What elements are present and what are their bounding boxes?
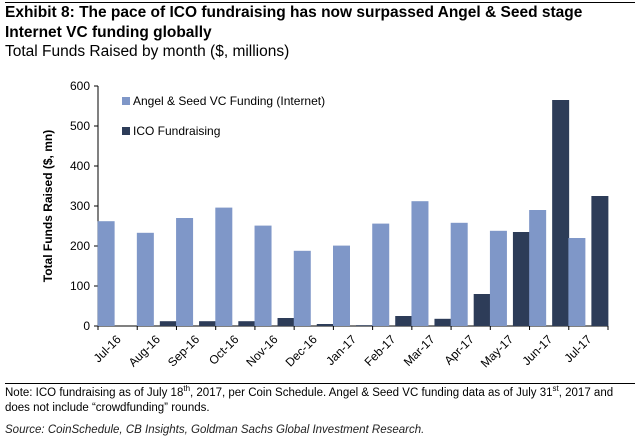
angel-seed-bar — [568, 238, 586, 326]
legend-label: Angel & Seed VC Funding (Internet) — [133, 94, 325, 108]
x-tick-label: Feb-17 — [362, 332, 399, 369]
top-rule — [5, 2, 635, 3]
ico-bar — [434, 318, 452, 326]
x-tick-label: Oct-16 — [206, 332, 242, 368]
y-tick-label: 300 — [70, 199, 90, 213]
x-tick-label: Jul-16 — [91, 332, 124, 365]
angel-seed-bar — [293, 250, 311, 326]
ico-bar — [238, 321, 256, 326]
chart-subtitle: Total Funds Raised by month ($, millions… — [5, 43, 290, 60]
angel-seed-bar — [176, 218, 194, 326]
angel-seed-bar — [450, 222, 468, 326]
angel-seed-bar — [489, 230, 507, 326]
ico-bar — [199, 321, 217, 326]
x-tick-label: Jan-17 — [323, 332, 359, 368]
source-line: Source: CoinSchedule, CB Insights, Goldm… — [5, 424, 425, 436]
y-tick-label: 200 — [70, 239, 90, 253]
angel-seed-bar — [254, 225, 272, 326]
x-tick-label: Jul-17 — [561, 332, 594, 365]
y-tick-label: 0 — [83, 319, 90, 333]
angel-seed-bar — [372, 223, 390, 326]
note-rule — [5, 383, 635, 384]
ico-bar — [552, 100, 570, 326]
x-tick-label: Sep-16 — [165, 332, 202, 369]
x-tick-label: Aug-16 — [126, 332, 163, 369]
footnote: Note: ICO fundraising as of July 18th, 2… — [5, 384, 614, 414]
ico-bar — [591, 196, 609, 326]
ico-bar — [356, 325, 373, 326]
y-tick-label: 100 — [70, 279, 90, 293]
ico-bar — [473, 294, 491, 326]
y-tick-label: 500 — [70, 119, 90, 133]
x-tick-label: Apr-17 — [441, 332, 477, 368]
ico-bar — [316, 324, 334, 326]
angel-seed-bar — [333, 245, 350, 326]
x-tick-label: Mar-17 — [401, 332, 438, 369]
x-tick-label: Dec-16 — [283, 332, 320, 369]
x-tick-label: May-17 — [478, 332, 516, 370]
legend-swatch — [122, 97, 130, 105]
ico-bar — [395, 316, 413, 326]
y-tick-label: 400 — [70, 159, 90, 173]
angel-seed-bar — [529, 210, 547, 326]
x-tick-label: Jun-17 — [519, 332, 555, 368]
legend-swatch — [122, 127, 130, 135]
ico-bar — [512, 232, 530, 326]
exhibit-title: Exhibit 8: The pace of ICO fundraising h… — [5, 4, 583, 41]
angel-seed-bar — [215, 207, 233, 326]
angel-seed-bar — [136, 232, 154, 326]
angel-seed-bar — [97, 221, 115, 326]
ico-bar — [159, 321, 177, 326]
x-tick-label: Nov-16 — [243, 332, 280, 369]
ico-bar — [277, 318, 295, 326]
y-tick-label: 600 — [70, 79, 90, 93]
angel-seed-bar — [411, 201, 429, 326]
legend-label: ICO Fundraising — [133, 124, 220, 138]
y-axis-title: Total Funds Raised ($, mn) — [41, 130, 55, 282]
